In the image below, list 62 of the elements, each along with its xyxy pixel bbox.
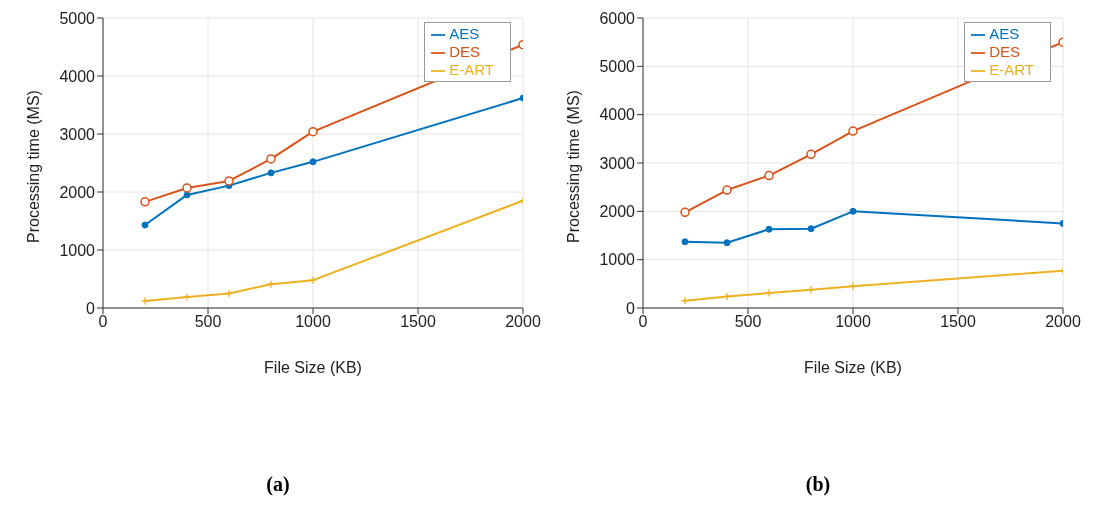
point — [182, 183, 192, 193]
point — [140, 296, 150, 306]
y-tick-label: 6000 — [599, 9, 636, 27]
point — [308, 276, 318, 285]
point — [722, 292, 732, 301]
text: (b) — [804, 473, 832, 496]
legend-label: E-ART — [989, 61, 1034, 78]
x-axis-title: File Size (KB) — [804, 359, 902, 376]
point — [764, 288, 774, 298]
y-tick-label: 0 — [626, 299, 636, 317]
y-tick-label: 5000 — [599, 58, 636, 76]
point — [765, 225, 773, 233]
legend-label: DES — [449, 43, 481, 60]
x-tick-label: 500 — [194, 313, 222, 331]
x-tick-label: 1500 — [400, 313, 436, 331]
point — [141, 221, 149, 229]
y-axis-title: Processing time (MS) — [564, 90, 582, 243]
y-axis-title: Processing time (MS) — [24, 90, 42, 243]
point — [309, 158, 317, 166]
point — [266, 280, 276, 289]
point — [224, 289, 234, 298]
point — [266, 154, 276, 164]
legend-label: AES — [989, 25, 1020, 42]
legend-label: E-ART — [449, 61, 494, 78]
y-tick-label: 0 — [86, 299, 96, 317]
point — [182, 292, 192, 302]
point — [723, 239, 731, 247]
point — [680, 296, 690, 305]
legend-label: DES — [989, 43, 1021, 60]
point — [849, 207, 857, 215]
text: (a) — [265, 473, 291, 496]
x-tick-label: 0 — [638, 313, 648, 331]
point — [224, 176, 234, 186]
x-tick-label: 1000 — [835, 313, 871, 331]
point — [806, 149, 816, 160]
point — [183, 191, 191, 199]
y-tick-label: 4000 — [59, 67, 96, 85]
y-tick-label: 3000 — [59, 125, 96, 143]
x-tick-label: 1000 — [295, 313, 331, 331]
point — [764, 170, 774, 181]
x-tick-label: 1500 — [940, 313, 976, 331]
point — [308, 126, 318, 137]
y-tick-label: 1000 — [59, 241, 96, 259]
x-tick-label: 0 — [98, 313, 108, 331]
point — [722, 185, 732, 195]
y-tick-label: 5000 — [59, 9, 96, 27]
point — [140, 197, 150, 207]
point — [681, 238, 689, 246]
x-tick-label: 2000 — [1045, 313, 1081, 331]
point — [807, 225, 815, 233]
point — [848, 126, 858, 136]
x-tick-label: 2000 — [505, 313, 541, 331]
y-tick-label: 2000 — [599, 203, 636, 221]
point — [680, 207, 690, 218]
legend-label: AES — [449, 25, 480, 42]
y-tick-label: 2000 — [59, 183, 96, 201]
x-tick-label: 500 — [734, 313, 762, 331]
x-axis-title: File Size (KB) — [264, 359, 362, 376]
y-tick-label: 1000 — [599, 251, 636, 269]
point — [267, 169, 275, 177]
y-tick-label: 3000 — [599, 154, 636, 172]
y-tick-label: 4000 — [599, 106, 636, 124]
